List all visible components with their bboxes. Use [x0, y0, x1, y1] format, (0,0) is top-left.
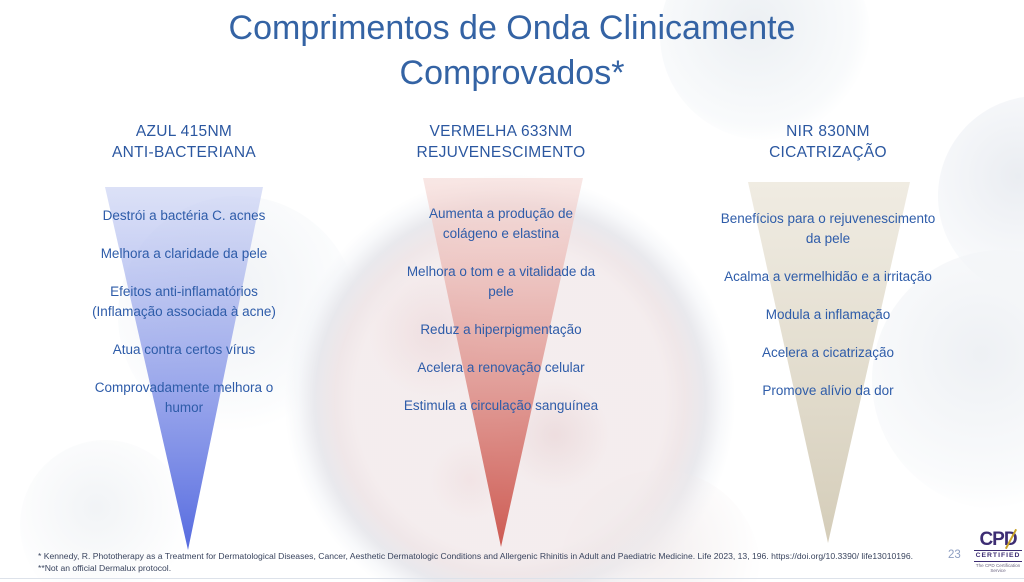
benefit-item: Acelera a cicatrização [761, 345, 895, 360]
blue-wavelength-funnel [105, 187, 263, 550]
page-number: 23 [948, 549, 961, 561]
benefit-item: Atua contra certos vírus [112, 342, 256, 357]
benefit-item: Melhora o tom e a vitalidade da pele [406, 264, 596, 299]
column-header: NIR 830NM CICATRIZAÇÃO [769, 123, 887, 161]
slide-title: Comprimentos de Onda Clinicamente Compro… [228, 9, 796, 92]
column-azul-415nm: AZUL 415NM ANTI-BACTERIANA Destrói a bac… [34, 0, 334, 582]
footnote-reference: * Kennedy, R. Phototherapy as a Treatmen… [38, 551, 914, 561]
benefit-item: Reduz a hiperpigmentação [420, 322, 582, 337]
benefit-item: Promove alívio da dor [762, 383, 894, 398]
benefit-item: Comprovadamente melhora o humor [94, 380, 274, 415]
nir-wavelength-funnel [748, 182, 910, 543]
bottom-divider [0, 578, 1024, 579]
footnote-disclaimer: **Not an official Dermalux protocol. [38, 562, 172, 573]
cpd-certified-logo: CPD CERTIFIED The CPD Certification Serv… [974, 528, 1022, 573]
column-vermelha-633nm: VERMELHA 633NM REJUVENESCIMENTO Aumenta … [351, 0, 651, 582]
benefit-item: Acelera a renovação celular [417, 360, 585, 375]
benefit-item: Destrói a bactéria C. acnes [102, 208, 266, 223]
cpd-certified-label: CERTIFIED [974, 550, 1022, 559]
benefit-item: Melhora a claridade da pele [100, 246, 268, 261]
benefit-item: Benefícios para o rejuvenescimento da pe… [720, 211, 936, 246]
column-nir-830nm: NIR 830NM CICATRIZAÇÃO Benefícios para o… [672, 0, 984, 582]
footnote: * Kennedy, R. Phototherapy as a Treatmen… [38, 551, 938, 574]
benefit-item: Aumenta a produção de colágeno e elastin… [428, 206, 574, 241]
red-wavelength-funnel [423, 178, 583, 547]
column-header: AZUL 415NM ANTI-BACTERIANA [111, 123, 256, 161]
benefit-item: Acalma a vermelhidão e a irritação [724, 269, 932, 284]
benefit-item: Efeitos anti-inflamatórios (Inflamação a… [92, 284, 276, 319]
benefit-item: Estimula a circulação sanguínea [403, 398, 599, 413]
cpd-service-label: The CPD Certification Service [974, 561, 1022, 573]
cpd-logo-text: CPD [974, 528, 1022, 550]
benefit-item: Modula a inflamação [765, 307, 891, 322]
column-header: VERMELHA 633NM REJUVENESCIMENTO [416, 123, 586, 161]
